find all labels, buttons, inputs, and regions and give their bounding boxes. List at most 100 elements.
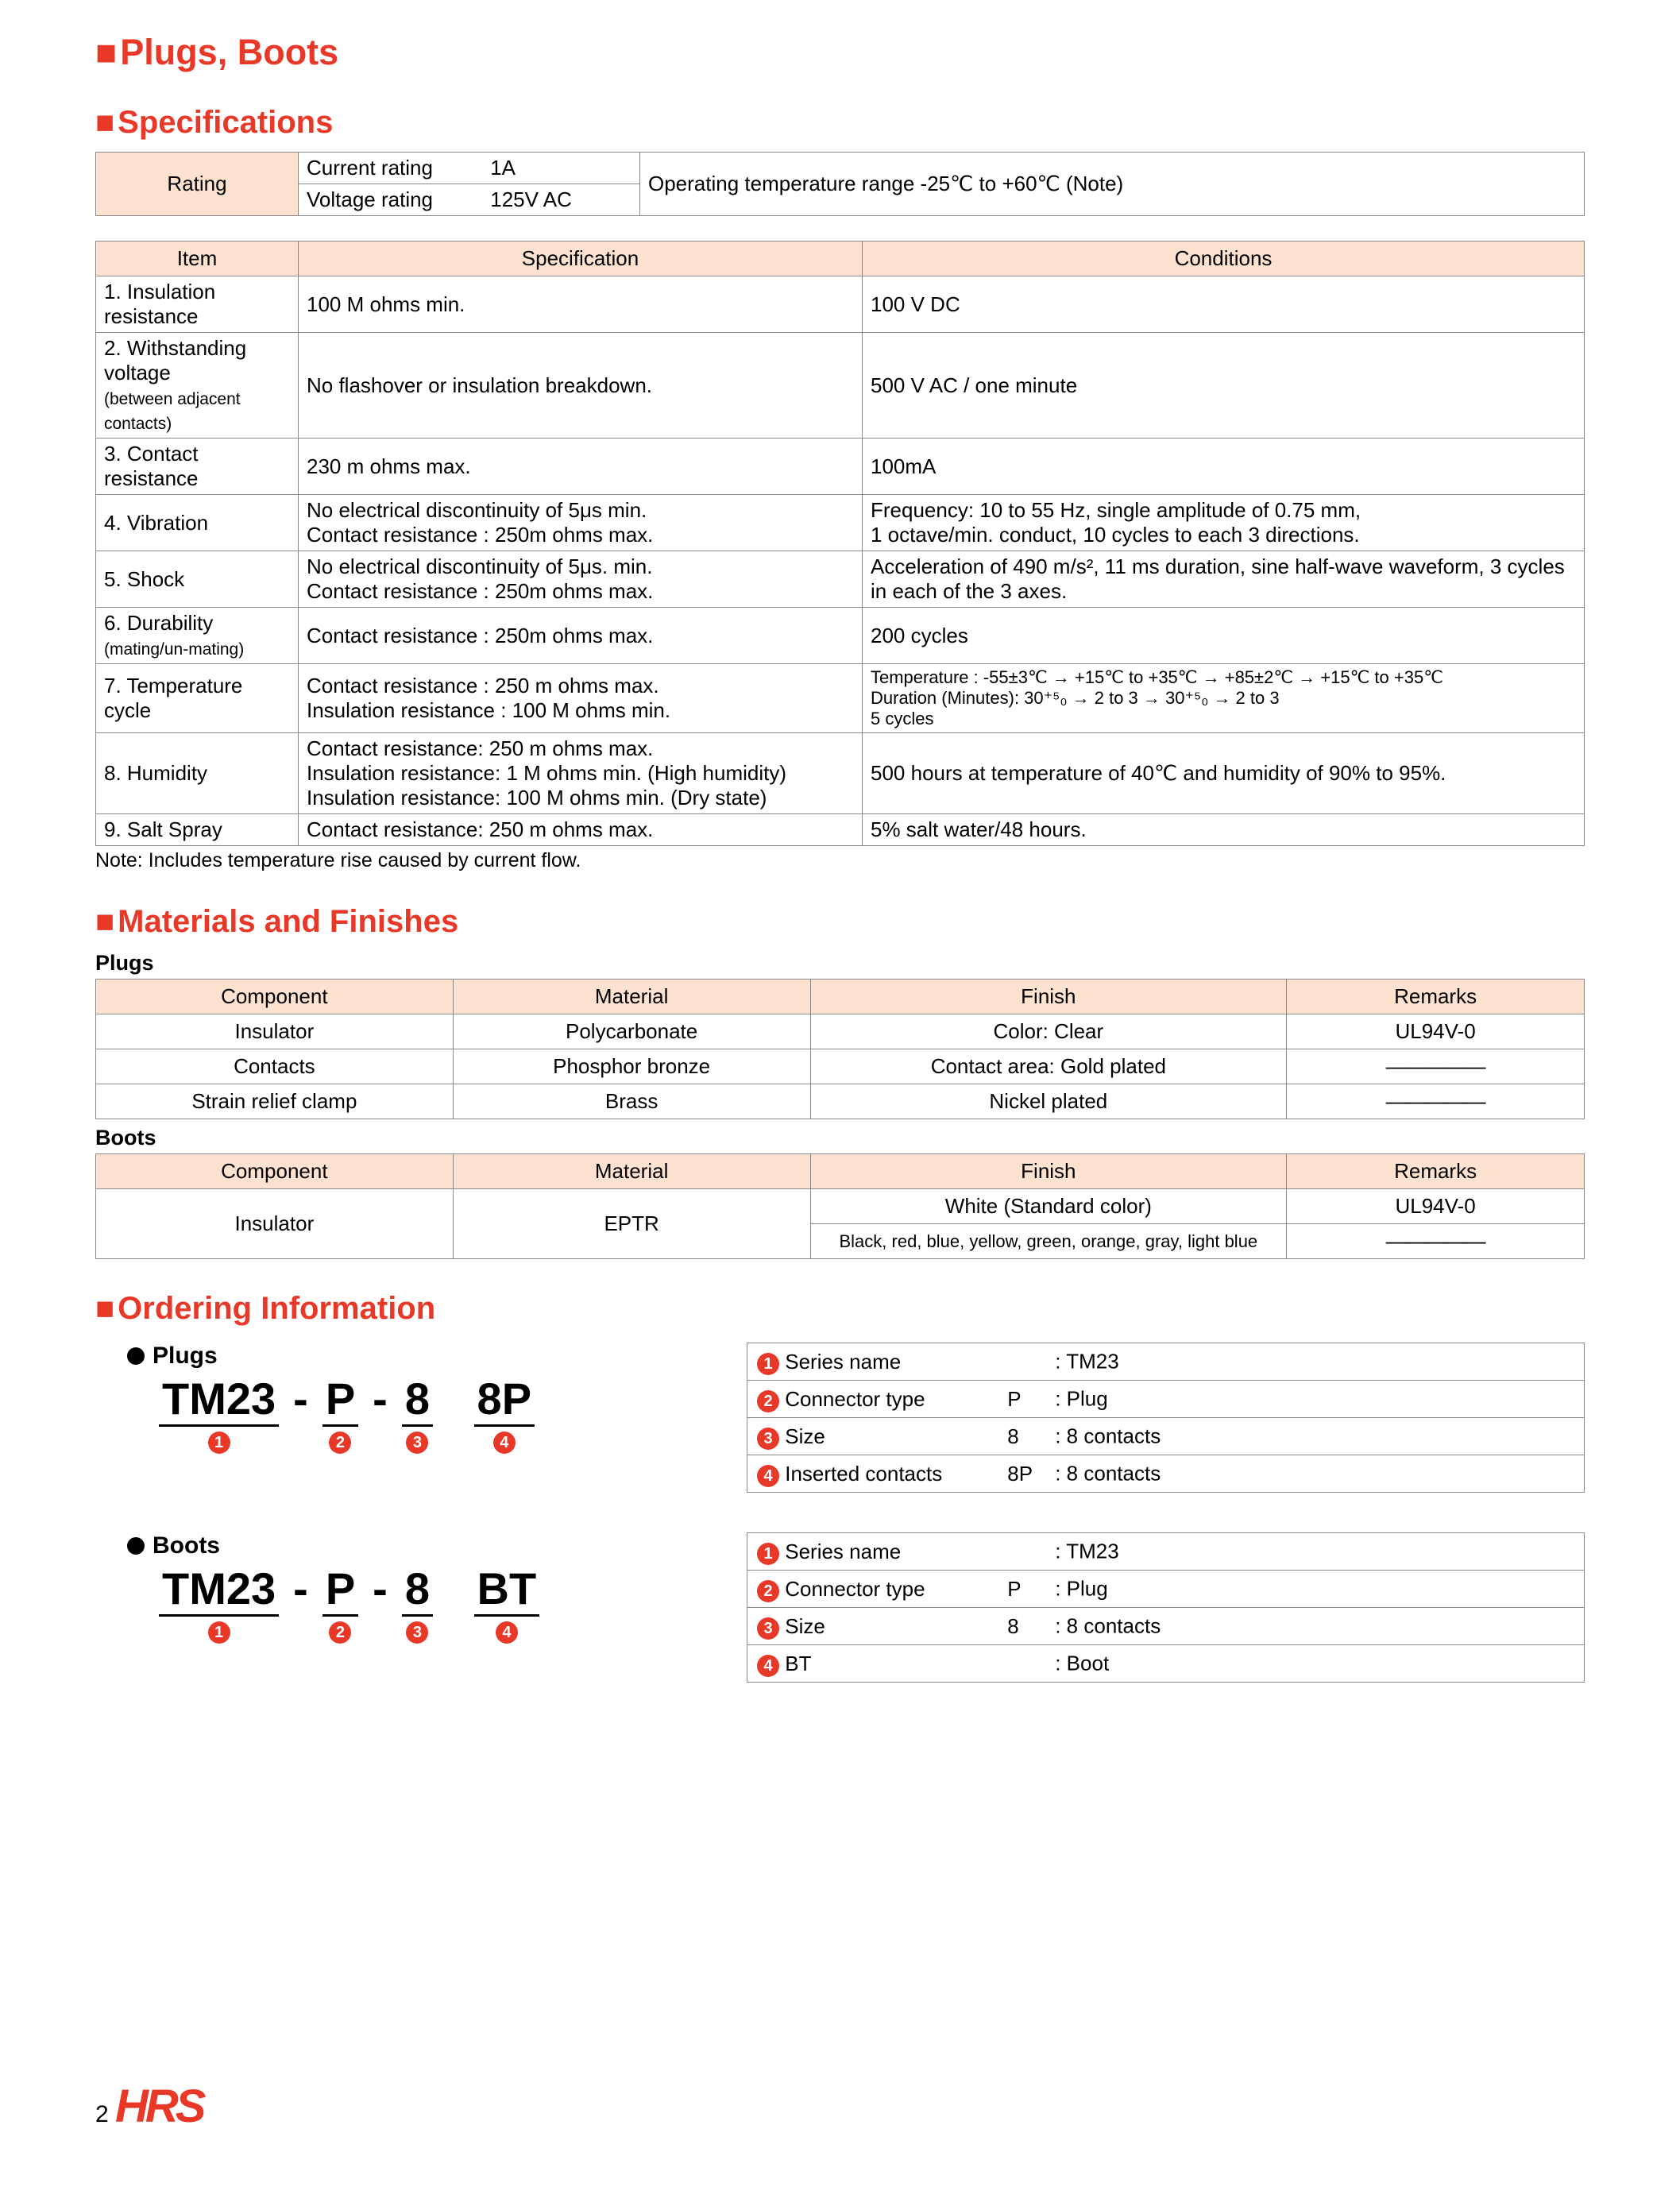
spec-cond: Temperature : -55±3℃ → +15℃ to +35℃ → +8… [863, 664, 1585, 733]
circle-number-icon: 1 [208, 1621, 230, 1644]
spec-item: 8. Humidity [96, 733, 299, 814]
partcode-segment: TM231 [159, 1563, 279, 1644]
materials-boots-table: Component Material Finish Remarks Insula… [95, 1153, 1585, 1259]
mat-cell: UL94V-0 [1287, 1014, 1585, 1049]
spec-value: No electrical discontinuity of 5μs min. … [299, 495, 863, 551]
spec-cond: 200 cycles [863, 608, 1585, 664]
page-number: 2 [95, 2101, 109, 2127]
spec-value: No flashover or insulation breakdown. [299, 333, 863, 439]
mat-cell: Phosphor bronze [453, 1049, 810, 1084]
spec-value: 100 M ohms min. [299, 276, 863, 333]
spec-cond: 500 hours at temperature of 40℃ and humi… [863, 733, 1585, 814]
partcode-segment: TM231 [159, 1373, 279, 1454]
mat-cell: Polycarbonate [453, 1014, 810, 1049]
partcode-segment: BT4 [474, 1563, 540, 1644]
mat-cell: Strain relief clamp [96, 1084, 454, 1119]
rating-label: Rating [96, 153, 299, 216]
spec-item: 4. Vibration [96, 495, 299, 551]
circle-number-icon: 4 [496, 1621, 518, 1644]
legend-boots: 1 Series name: TM232 Connector typeP: Pl… [747, 1532, 1585, 1683]
bullet-icon [127, 1537, 145, 1555]
circle-number-icon: 3 [406, 1432, 428, 1454]
spec-value: Contact resistance: 250 m ohms max. [299, 814, 863, 846]
circle-number-icon: 4 [757, 1655, 779, 1677]
spec-item: 3. Contact resistance [96, 439, 299, 495]
rating-table: Rating Current rating 1A Operating tempe… [95, 152, 1585, 216]
col-spec: Specification [299, 241, 863, 276]
mat-cell: Insulator [96, 1014, 454, 1049]
mat-cell: ――――― [1287, 1084, 1585, 1119]
circle-number-icon: 1 [208, 1432, 230, 1454]
circle-number-icon: 2 [329, 1621, 351, 1644]
legend-row: 1 Series name: TM23 [747, 1533, 1585, 1571]
spec-cond: 500 V AC / one minute [863, 333, 1585, 439]
mat-cell: Nickel plated [810, 1084, 1287, 1119]
page-title: ■Plugs, Boots [95, 32, 1585, 73]
legend-row: 2 Connector typeP: Plug [747, 1571, 1585, 1608]
legend-row: 1 Series name: TM23 [747, 1343, 1585, 1381]
spec-cond: 100mA [863, 439, 1585, 495]
spec-value: Contact resistance : 250 m ohms max. Ins… [299, 664, 863, 733]
legend-plugs: 1 Series name: TM232 Connector typeP: Pl… [747, 1343, 1585, 1493]
partcode-segment: P2 [322, 1563, 358, 1644]
circle-number-icon: 1 [757, 1353, 779, 1375]
legend-row: 4 Inserted contacts8P: 8 contacts [747, 1455, 1585, 1493]
materials-plugs-table: Component Material Finish Remarks Insula… [95, 979, 1585, 1119]
circle-number-icon: 4 [757, 1465, 779, 1487]
partcode-segment: 8P4 [474, 1373, 535, 1454]
spec-value: Contact resistance: 250 m ohms max. Insu… [299, 733, 863, 814]
partcode-boots: TM231-P2-83 BT4 [127, 1563, 699, 1644]
mat-cell: Contacts [96, 1049, 454, 1084]
spec-cond: 5% salt water/48 hours. [863, 814, 1585, 846]
circle-number-icon: 2 [757, 1580, 779, 1602]
legend-row: 2 Connector typeP: Plug [747, 1381, 1585, 1418]
circle-number-icon: 1 [757, 1543, 779, 1565]
spec-cond: 100 V DC [863, 276, 1585, 333]
boots-sublabel: Boots [95, 1126, 1585, 1150]
spec-item: 9. Salt Spray [96, 814, 299, 846]
plugs-bullet: Plugs [127, 1343, 699, 1370]
materials-heading: ■Materials and Finishes [95, 904, 1585, 940]
mat-cell: Color: Clear [810, 1014, 1287, 1049]
spec-item: 6. Durability (mating/un-mating) [96, 608, 299, 664]
boots-bullet: Boots [127, 1532, 699, 1559]
spec-value: Contact resistance : 250m ohms max. [299, 608, 863, 664]
legend-row: 3 Size8: 8 contacts [747, 1608, 1585, 1645]
specs-heading: ■Specifications [95, 105, 1585, 141]
voltage-rating: Voltage rating 125V AC [299, 184, 640, 216]
spec-cond: Acceleration of 490 m/s², 11 ms duration… [863, 551, 1585, 608]
circle-number-icon: 2 [757, 1390, 779, 1412]
spec-item: 5. Shock [96, 551, 299, 608]
current-rating: Current rating 1A [299, 153, 640, 184]
col-item: Item [96, 241, 299, 276]
op-temp: Operating temperature range -25℃ to +60℃… [640, 153, 1585, 216]
col-cond: Conditions [863, 241, 1585, 276]
plugs-sublabel: Plugs [95, 951, 1585, 976]
legend-row: 4 BT: Boot [747, 1645, 1585, 1683]
spec-table: Item Specification Conditions 1. Insulat… [95, 241, 1585, 846]
partcode-plugs: TM231-P2-83 8P4 [127, 1373, 699, 1454]
circle-number-icon: 3 [406, 1621, 428, 1644]
partcode-segment: 83 [402, 1563, 433, 1644]
spec-cond: Frequency: 10 to 55 Hz, single amplitude… [863, 495, 1585, 551]
partcode-segment: 83 [402, 1373, 433, 1454]
circle-number-icon: 3 [757, 1617, 779, 1640]
mat-cell: ――――― [1287, 1049, 1585, 1084]
spec-item: 1. Insulation resistance [96, 276, 299, 333]
bullet-icon [127, 1347, 145, 1365]
partcode-segment: P2 [322, 1373, 358, 1454]
mat-cell: Brass [453, 1084, 810, 1119]
ordering-boots-row: Boots TM231-P2-83 BT4 1 Series name: TM2… [95, 1532, 1585, 1683]
circle-number-icon: 4 [493, 1432, 516, 1454]
spec-item: 2. Withstanding voltage(between adjacent… [96, 333, 299, 439]
circle-number-icon: 2 [329, 1432, 351, 1454]
mat-cell: Contact area: Gold plated [810, 1049, 1287, 1084]
ordering-heading: ■Ordering Information [95, 1291, 1585, 1327]
ordering-plugs-row: Plugs TM231-P2-83 8P4 1 Series name: TM2… [95, 1343, 1585, 1493]
hrs-logo: HRS [115, 2081, 203, 2132]
spec-value: No electrical discontinuity of 5μs. min.… [299, 551, 863, 608]
spec-item: 7. Temperature cycle [96, 664, 299, 733]
spec-note: Note: Includes temperature rise caused b… [95, 849, 1585, 872]
circle-number-icon: 3 [757, 1428, 779, 1450]
legend-row: 3 Size8: 8 contacts [747, 1418, 1585, 1455]
